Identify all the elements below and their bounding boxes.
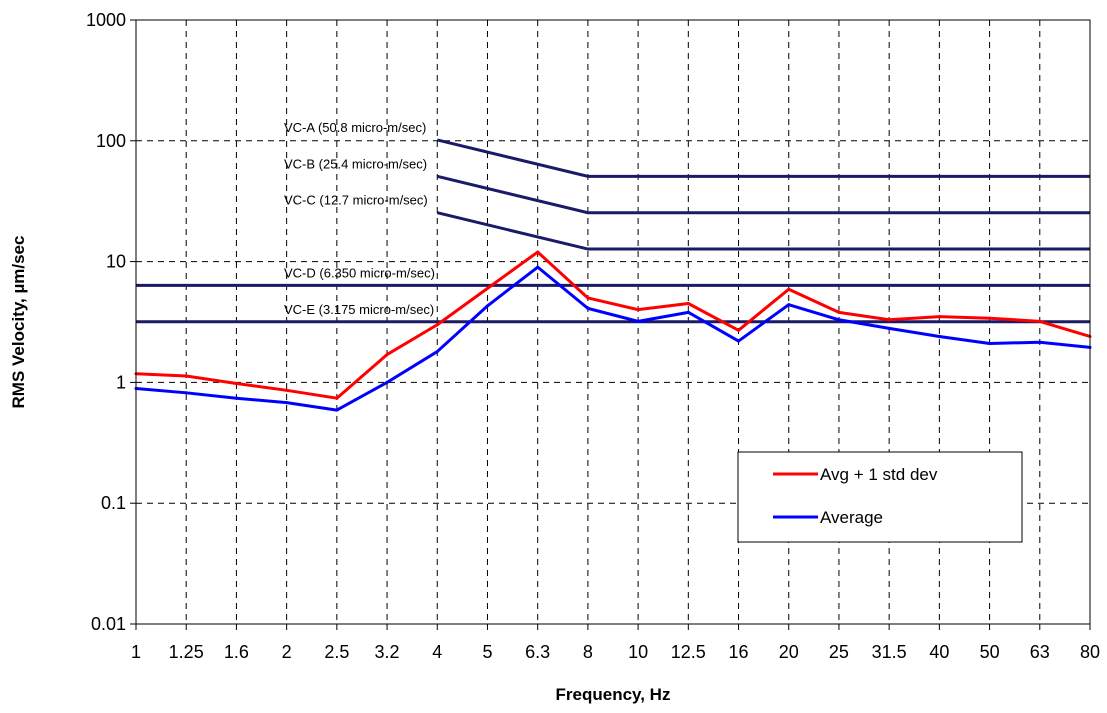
- x-tick-label-10: 10: [628, 642, 648, 662]
- data-point-average-4: [435, 350, 439, 354]
- x-tick-labels: 1 1.25 1.6 2 2.5 3.2 4 5 6.3 8 10 12.5 16 20 25 31.5 40 5…: [131, 624, 1100, 662]
- criteria-line-vc-c: [436, 211, 1090, 251]
- criteria-label-vc-a: VC-A (50.8 micro-m/sec): [284, 120, 426, 135]
- x-tick-label-20: 20: [779, 642, 799, 662]
- y-tick-label-1: 1: [116, 372, 126, 392]
- data-point-avg-1-std-dev-12-5: [686, 301, 690, 305]
- series-line-avg-1-std-dev: [135, 250, 1091, 400]
- data-point-average-16: [737, 339, 741, 343]
- series-line-average: [135, 265, 1091, 412]
- x-tick-label-16: 16: [729, 642, 749, 662]
- x-tick-label-63: 63: [1030, 642, 1050, 662]
- data-point-avg-1-std-dev-3-2: [385, 353, 389, 357]
- y-tick-label-10: 10: [106, 252, 126, 272]
- x-tick-label-80: 80: [1080, 642, 1100, 662]
- data-point-average-3-2: [385, 380, 389, 384]
- x-tick-label-5: 5: [482, 642, 492, 662]
- x-tick-label-1: 1: [131, 642, 141, 662]
- x-tick-label-50: 50: [980, 642, 1000, 662]
- data-point-average-40: [937, 334, 941, 338]
- data-point-average-25: [837, 318, 841, 322]
- data-point-avg-1-std-dev-50: [988, 316, 992, 320]
- x-tick-label-25: 25: [829, 642, 849, 662]
- plot-area-frame: [135, 19, 1091, 625]
- data-series: [134, 250, 1092, 412]
- data-point-average-2-5: [335, 408, 339, 412]
- data-point-avg-1-std-dev-20: [787, 287, 791, 291]
- data-point-avg-1-std-dev-40: [937, 315, 941, 319]
- x-axis-title: Frequency, Hz: [556, 685, 671, 704]
- y-tick-label-1000: 1000: [86, 10, 126, 30]
- criteria-label-vc-b: VC-B (25.4 micro-m/sec): [284, 156, 427, 171]
- x-tick-label-3-2: 3.2: [375, 642, 400, 662]
- x-tick-label-1-6: 1.6: [224, 642, 249, 662]
- data-point-avg-1-std-dev-6-3: [536, 250, 540, 254]
- data-point-average-5: [485, 304, 489, 308]
- data-point-avg-1-std-dev-10: [636, 308, 640, 312]
- x-tick-label-2-5: 2.5: [324, 642, 349, 662]
- criteria-label-vc-d: VC-D (6.350 micro-m/sec): [284, 265, 435, 280]
- data-point-avg-1-std-dev-31-5: [887, 318, 891, 322]
- data-point-average-50: [988, 341, 992, 345]
- data-point-avg-1-std-dev-2-5: [335, 396, 339, 400]
- y-tick-label-0-01: 0.01: [91, 614, 126, 634]
- criteria-line-vc-b: [436, 174, 1090, 215]
- x-tick-label-6-3: 6.3: [525, 642, 550, 662]
- x-tick-label-12-5: 12.5: [671, 642, 706, 662]
- y-tick-label-100: 100: [96, 131, 126, 151]
- data-point-average-10: [636, 319, 640, 323]
- y-tick-labels: 0.01 0.1 1 10 100 1000: [86, 10, 136, 634]
- legend-box: [737, 451, 1023, 543]
- data-point-average-12-5: [686, 310, 690, 314]
- criteria-label-vc-c: VC-C (12.7 micro-m/sec): [284, 193, 428, 208]
- legend-entry-average: Average: [820, 508, 883, 527]
- data-point-avg-1-std-dev-8: [586, 296, 590, 300]
- y-tick-label-0-1: 0.1: [101, 493, 126, 513]
- legend-entry-avg-plus-std: Avg + 1 std dev: [820, 465, 938, 484]
- data-point-avg-1-std-dev-1-25: [184, 374, 188, 378]
- data-point-average-20: [787, 303, 791, 307]
- data-point-average-63: [1038, 340, 1042, 344]
- data-point-average-31-5: [887, 326, 891, 330]
- data-point-average-1-25: [184, 391, 188, 395]
- legend: Avg + 1 std dev Average: [737, 451, 1023, 543]
- criteria-curves: VC-A (50.8 micro-m/sec) VC-B (25.4 micro-…: [136, 120, 1090, 324]
- data-point-avg-1-std-dev-2: [285, 388, 289, 392]
- x-tick-label-4: 4: [432, 642, 442, 662]
- x-tick-label-31-5: 31.5: [872, 642, 907, 662]
- x-tick-label-2: 2: [282, 642, 292, 662]
- data-point-average-1-6: [234, 396, 238, 400]
- data-point-avg-1-std-dev-63: [1038, 319, 1042, 323]
- criteria-label-vc-e: VC-E (3.175 micro-m/sec): [284, 302, 434, 317]
- data-point-average-2: [285, 401, 289, 405]
- data-point-avg-1-std-dev-16: [737, 328, 741, 332]
- data-point-average-6-3: [536, 265, 540, 269]
- data-point-avg-1-std-dev-4: [435, 323, 439, 327]
- data-point-average-8: [586, 306, 590, 310]
- x-tick-label-40: 40: [929, 642, 949, 662]
- x-tick-label-8: 8: [583, 642, 593, 662]
- y-axis-title: RMS Velocity, µm/sec: [9, 236, 28, 409]
- x-tick-label-1-25: 1.25: [169, 642, 204, 662]
- criteria-line-vc-a: [436, 138, 1090, 178]
- data-point-avg-1-std-dev-25: [837, 310, 841, 314]
- data-point-avg-1-std-dev-1-6: [234, 381, 238, 385]
- data-point-avg-1-std-dev-5: [485, 286, 489, 290]
